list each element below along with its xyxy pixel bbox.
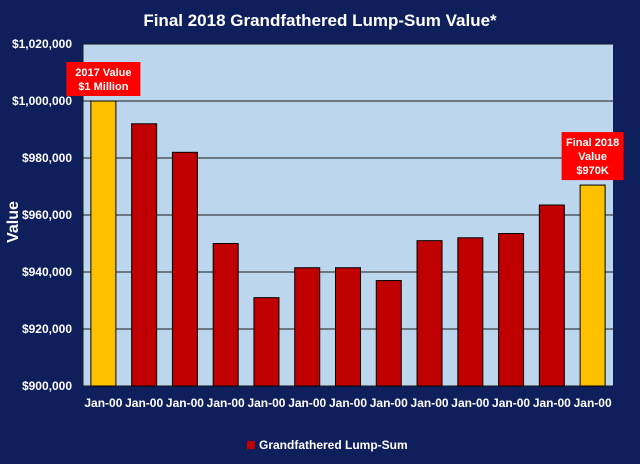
annotation-text: Final 2018 xyxy=(566,137,619,149)
y-axis: $900,000 $920,000 $940,000 $960,000 $980,000… xyxy=(12,37,84,393)
annotation-text: Value xyxy=(578,151,607,163)
x-tick-label: Jan-00 xyxy=(247,396,285,410)
x-tick-label: Jan-00 xyxy=(207,396,245,410)
chart-title: Final 2018 Grandfathered Lump-Sum Value* xyxy=(143,11,497,30)
bar xyxy=(253,297,280,387)
bar xyxy=(131,123,158,387)
legend-swatch xyxy=(247,441,255,449)
annotation-text: 2017 Value xyxy=(75,67,131,79)
x-tick-label: Jan-00 xyxy=(533,396,571,410)
bar xyxy=(416,240,443,387)
x-tick-label: Jan-00 xyxy=(411,396,449,410)
bar xyxy=(375,280,402,387)
y-tick-label: $940,000 xyxy=(22,265,72,279)
y-tick-label: $920,000 xyxy=(22,322,72,336)
x-tick-label: Jan-00 xyxy=(492,396,530,410)
legend: Grandfathered Lump-Sum xyxy=(247,438,408,452)
bar xyxy=(171,151,198,387)
annotation-text: $1 Million xyxy=(78,81,128,93)
y-axis-label: Value xyxy=(5,201,22,243)
annotation-box xyxy=(66,62,141,96)
x-tick-label: Jan-00 xyxy=(125,396,163,410)
x-tick-label: Jan-00 xyxy=(288,396,326,410)
y-tick-label: $980,000 xyxy=(22,151,72,165)
bar xyxy=(579,184,606,387)
bars xyxy=(90,100,606,387)
y-tick-label: $960,000 xyxy=(22,208,72,222)
bar xyxy=(90,100,117,387)
x-tick-label: Jan-00 xyxy=(84,396,122,410)
x-tick-label: Jan-00 xyxy=(574,396,612,410)
legend-label: Grandfathered Lump-Sum xyxy=(259,438,408,452)
y-tick-label: $900,000 xyxy=(22,379,72,393)
x-tick-label: Jan-00 xyxy=(451,396,489,410)
bar xyxy=(335,267,361,387)
y-tick-label: $1,000,000 xyxy=(12,94,72,108)
x-tick-label: Jan-00 xyxy=(370,396,408,410)
annotation-box xyxy=(561,132,624,181)
bar xyxy=(294,267,321,387)
bar xyxy=(212,243,239,387)
y-tick-label: $1,020,000 xyxy=(12,37,72,51)
x-tick-label: Jan-00 xyxy=(329,396,367,410)
bar xyxy=(457,237,484,387)
annotation: Final 2018 Value $970K xyxy=(561,132,624,181)
annotation: 2017 Value $1 Million xyxy=(66,62,141,96)
annotations: 2017 Value $1 Million Final 2018 Value $970K xyxy=(66,62,624,181)
x-tick-label: Jan-00 xyxy=(166,396,204,410)
x-axis: Jan-00 Jan-00 Jan-00 Jan-00 Jan-00 Jan-00 Jan-… xyxy=(84,396,612,410)
bar xyxy=(498,233,525,387)
bar xyxy=(538,204,565,387)
annotation-text: $970K xyxy=(576,165,608,177)
